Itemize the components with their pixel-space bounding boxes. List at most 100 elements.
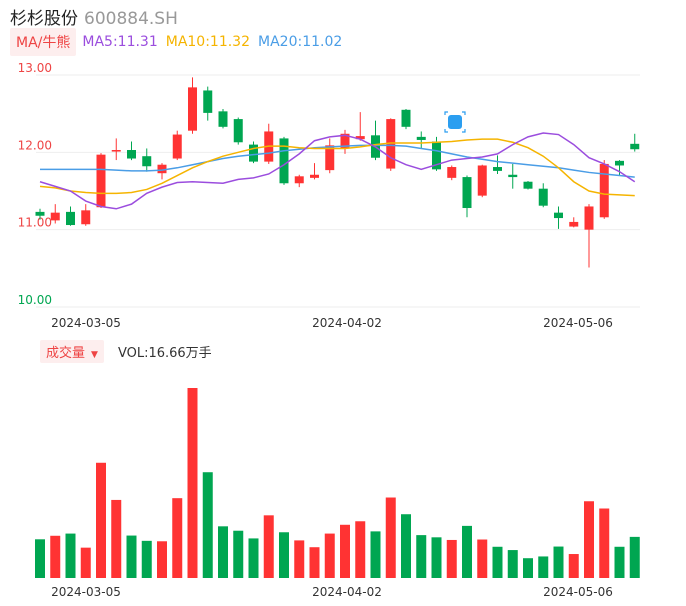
candle-body xyxy=(233,119,243,143)
candle-body xyxy=(127,150,136,159)
volume-bar xyxy=(324,533,335,578)
y-tick-label: 12.00 xyxy=(18,138,52,152)
volume-bar xyxy=(477,539,488,578)
x-tick-label: 2024-04-02 xyxy=(312,316,382,330)
candle-body xyxy=(569,221,579,227)
volume-bar xyxy=(294,540,305,578)
volume-bar xyxy=(416,535,427,578)
volume-bar xyxy=(218,526,228,578)
candle-body xyxy=(477,165,487,196)
x-tick-label: 2024-03-05 xyxy=(51,316,121,330)
ma5-value: MA5:11.31 xyxy=(82,34,158,50)
volume-bar xyxy=(553,546,564,578)
candle-body xyxy=(493,167,502,171)
volume-tag-label: 成交量 xyxy=(46,345,86,361)
candle-body xyxy=(96,154,106,208)
candle-body xyxy=(310,174,319,178)
volume-bar xyxy=(584,501,594,578)
stock-header: 杉杉股份 600884.SH xyxy=(10,4,178,29)
volume-bar xyxy=(568,554,579,578)
volume-bar xyxy=(309,547,320,578)
volume-bar xyxy=(126,535,137,578)
candle-body xyxy=(340,133,350,149)
volume-bar xyxy=(202,472,213,578)
volume-bar xyxy=(157,541,167,578)
candle-body xyxy=(538,188,548,206)
candle-body xyxy=(142,156,152,167)
y-tick-label: 13.00 xyxy=(18,61,52,75)
candle-body xyxy=(508,174,518,178)
candle-body xyxy=(447,167,457,178)
candle-body xyxy=(416,136,426,140)
candle-body xyxy=(279,138,289,184)
candle-body xyxy=(203,90,213,113)
volume-indicator-dropdown[interactable]: 成交量 ▼ xyxy=(40,339,104,363)
candle-body xyxy=(188,87,197,131)
ma10-value: MA10:11.32 xyxy=(165,34,251,50)
stock-name: 杉杉股份 xyxy=(10,9,78,29)
volume-legend: 成交量 ▼ VOL:16.66万手 xyxy=(40,339,212,363)
volume-bar xyxy=(523,558,533,578)
volume-bar xyxy=(355,521,366,578)
candle-body xyxy=(157,164,167,174)
ma20-line xyxy=(40,144,635,178)
volume-bar xyxy=(614,546,625,578)
candle-body xyxy=(249,144,258,162)
volume-bar xyxy=(187,388,198,578)
volume-bar xyxy=(96,462,106,578)
event-marker-icon[interactable] xyxy=(444,111,466,133)
candle-body xyxy=(50,212,60,221)
ma20-value: MA20:11.02 xyxy=(258,34,343,50)
volume-value: VOL:16.66万手 xyxy=(117,345,212,361)
candle-body xyxy=(111,150,121,152)
volume-bar xyxy=(279,532,289,578)
volume-bar xyxy=(340,524,350,578)
candle-body xyxy=(294,176,304,184)
candle-body xyxy=(554,212,563,219)
volume-bars xyxy=(35,388,640,578)
candle-body xyxy=(35,211,45,216)
candles xyxy=(35,77,640,268)
volume-bar xyxy=(80,547,91,578)
x-tick-label: 2024-05-06 xyxy=(543,316,613,330)
volume-bar xyxy=(50,535,61,578)
ma-mode-tab[interactable]: MA/牛熊 xyxy=(10,28,77,56)
volume-bar xyxy=(370,531,381,578)
volume-bar xyxy=(538,556,549,578)
candle-body xyxy=(66,211,75,226)
candle-body xyxy=(630,143,640,150)
candle-body xyxy=(218,111,228,127)
volume-bar xyxy=(141,540,152,578)
candle-body xyxy=(523,181,533,189)
volume-bar xyxy=(172,498,183,578)
volume-bar xyxy=(233,530,244,578)
x-tick-label: 2024-04-02 xyxy=(312,585,382,599)
price-grid xyxy=(36,74,640,308)
volume-bar xyxy=(492,546,503,578)
volume-bar xyxy=(65,533,76,578)
volume-bar xyxy=(629,536,640,578)
stock-code: 600884.SH xyxy=(84,9,178,29)
volume-bar xyxy=(385,497,396,578)
volume-bar xyxy=(263,515,274,578)
price-axis: 13.00 12.00 11.00 10.00 xyxy=(18,61,52,307)
volume-bar xyxy=(599,508,610,578)
candle-body xyxy=(599,163,609,218)
candle-body xyxy=(615,160,624,166)
x-tick-label: 2024-03-05 xyxy=(51,585,121,599)
volume-bar xyxy=(507,550,518,578)
candle-body xyxy=(401,109,411,127)
candle-body xyxy=(355,136,365,140)
candle-body xyxy=(81,210,91,225)
volume-bar xyxy=(431,537,442,578)
caret-down-icon: ▼ xyxy=(91,349,98,360)
volume-bar xyxy=(446,539,457,578)
candle-body xyxy=(172,134,182,159)
volume-bar xyxy=(248,538,259,578)
y-tick-label: 11.00 xyxy=(18,216,52,230)
ma10-line xyxy=(39,138,635,197)
candle-body xyxy=(462,177,472,209)
candle-body xyxy=(584,206,594,230)
volume-bar xyxy=(462,525,472,578)
